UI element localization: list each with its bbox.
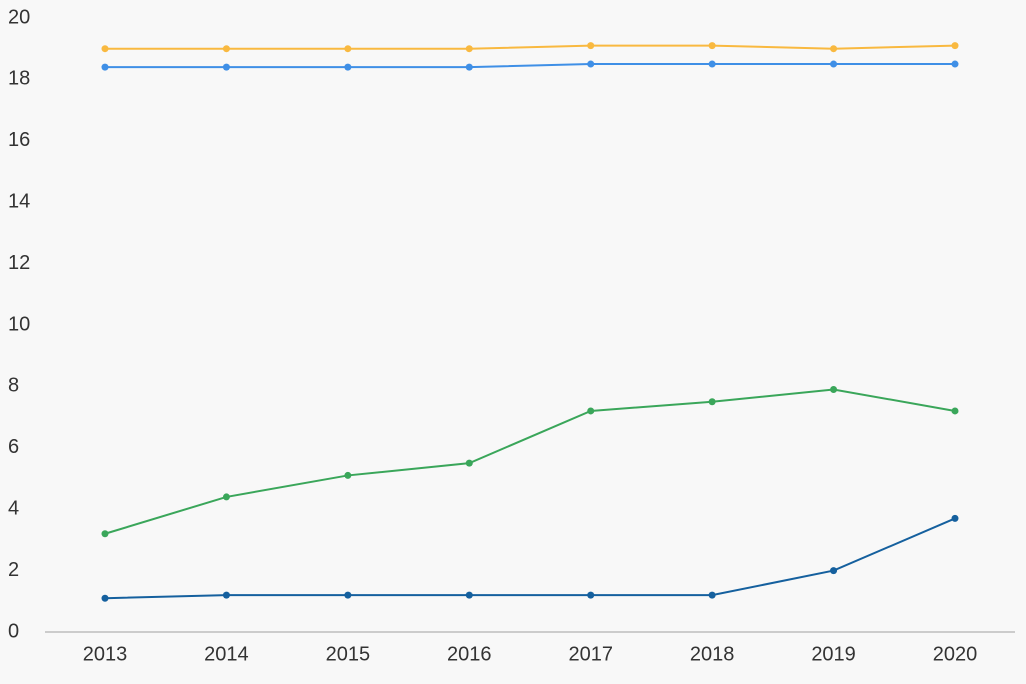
series-line [105,44,956,50]
data-point [101,63,109,71]
data-point [708,591,716,599]
data-point [587,591,595,599]
x-tick-label: 2015 [326,643,371,665]
y-tick-label: 4 [8,497,19,519]
data-point [344,45,352,53]
data-point [222,493,230,501]
data-point [465,459,473,467]
data-point [708,60,716,68]
data-point [830,60,838,68]
y-tick-label: 2 [8,559,19,581]
series-line [105,63,955,69]
data-point [344,471,352,479]
data-point [951,42,959,50]
y-tick-label: 14 [8,190,30,212]
data-point [101,530,109,538]
y-tick-label: 8 [8,375,19,397]
x-tick-label: 2020 [933,643,978,665]
data-point [222,45,230,53]
data-point [587,42,595,50]
data-point [222,591,230,599]
x-tick-label: 2018 [690,643,735,665]
data-point [708,398,716,406]
y-tick-label: 12 [8,252,30,274]
x-tick-label: 2019 [811,643,856,665]
data-point [951,514,959,522]
data-point [465,591,473,599]
y-tick-label: 6 [8,436,19,458]
data-point [222,63,230,71]
data-point [587,407,595,415]
series-line [104,517,956,600]
y-tick-label: 0 [8,620,19,642]
data-point [830,385,838,393]
data-point [951,60,959,68]
data-point [830,45,838,53]
data-point [951,407,959,415]
data-point [465,45,473,53]
data-point [101,594,109,602]
x-tick-label: 2014 [204,643,249,665]
x-tick-label: 2016 [447,643,492,665]
data-point [101,45,109,53]
data-point [830,567,838,575]
y-tick-label: 18 [8,68,30,90]
data-point [344,63,352,71]
data-point [708,42,716,50]
data-point [344,591,352,599]
x-tick-label: 2017 [568,643,613,665]
y-tick-label: 10 [8,313,30,335]
y-tick-label: 20 [8,6,30,28]
x-tick-label: 2013 [83,643,128,665]
data-point [465,63,473,71]
y-tick-label: 16 [8,129,30,151]
data-point [587,60,595,68]
series-line [104,388,956,535]
